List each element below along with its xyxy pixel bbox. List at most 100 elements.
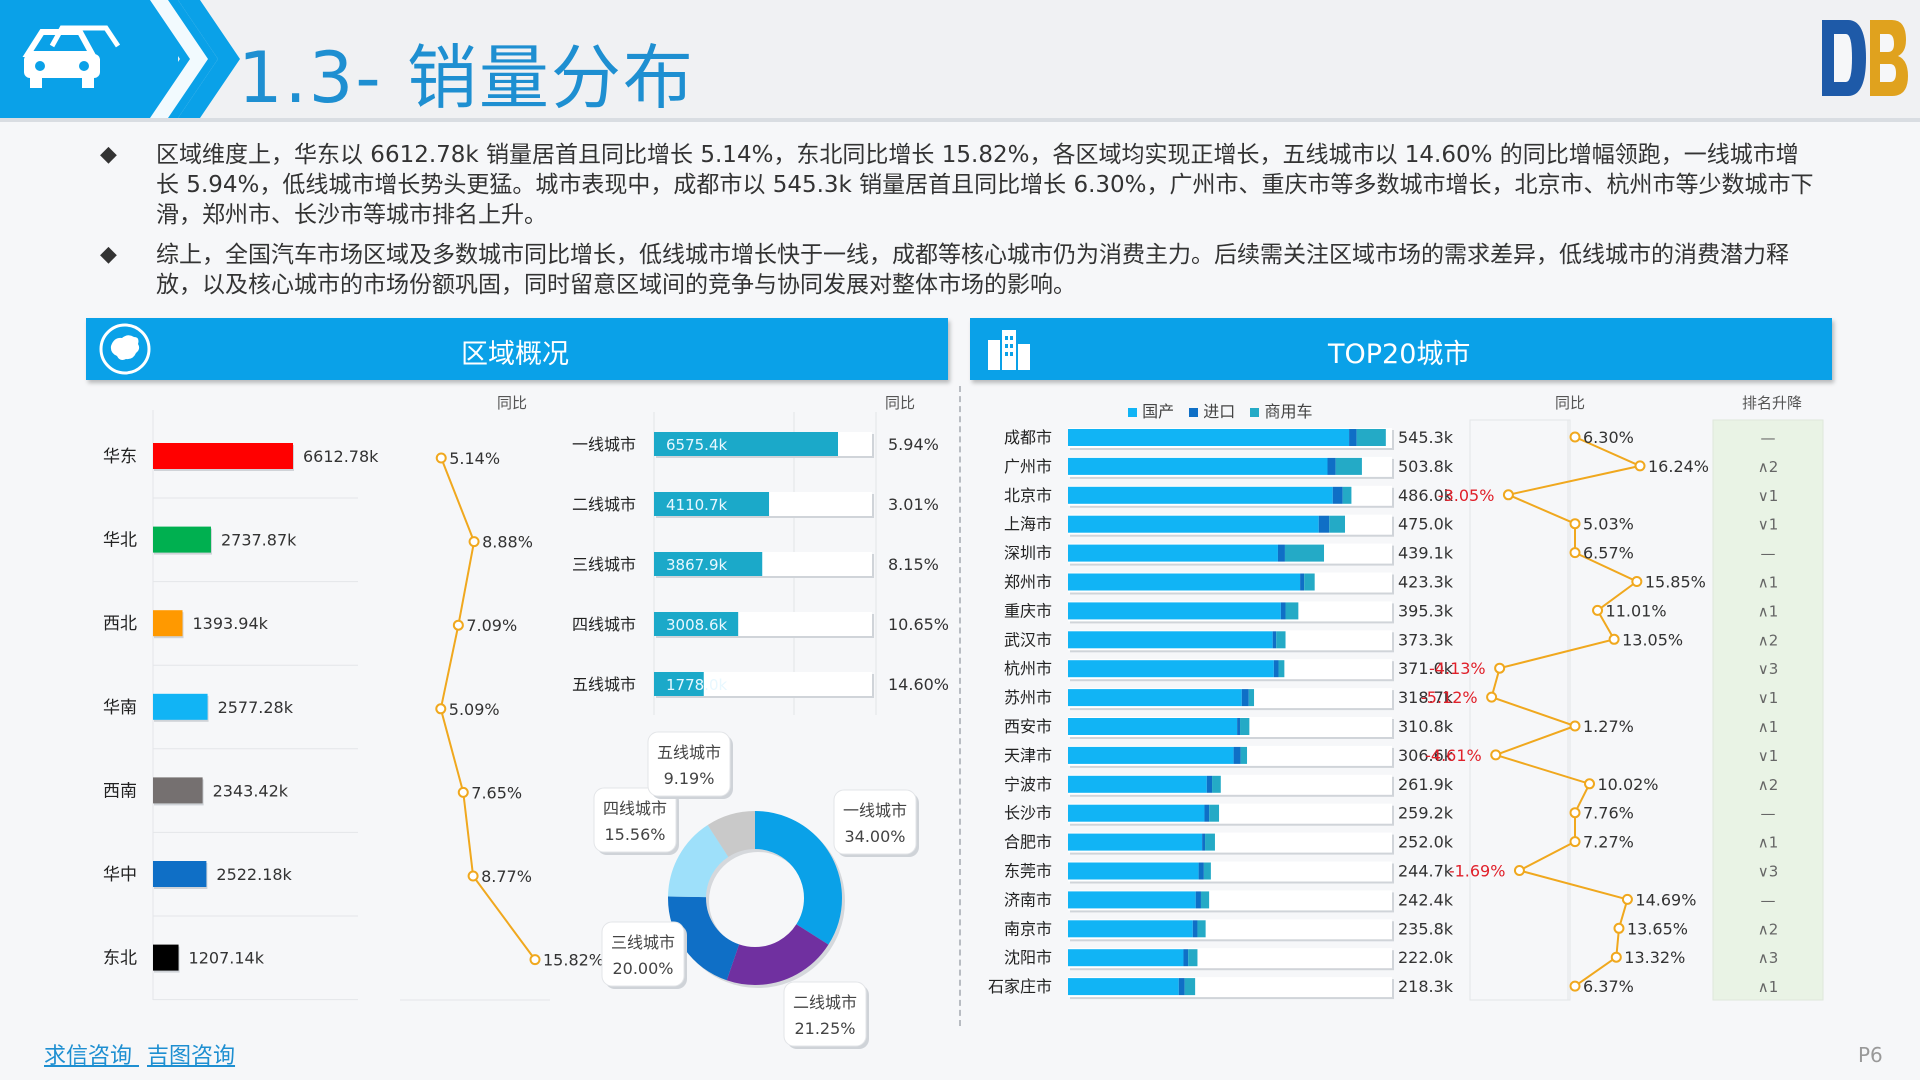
- city-bar-segment: [1068, 775, 1207, 793]
- tier-category-label: 一线城市: [572, 435, 636, 454]
- city-rank-change: ∧1: [1758, 602, 1779, 620]
- region-value-label: 2343.42k: [213, 781, 289, 800]
- bullet-1-text: 区域维度上，华东以 6612.78k 销量居首且同比增长 5.14%，东北同比增…: [156, 142, 1814, 228]
- city-bar-segment: [1184, 978, 1196, 996]
- region-bar: [153, 443, 293, 469]
- city-yoy-point: [1592, 604, 1604, 616]
- city-bar-segment: [1068, 429, 1350, 446]
- city-rank-change: ∧1: [1758, 834, 1779, 852]
- city-yoy-point: [1494, 662, 1506, 674]
- city-bar-segment: [1327, 457, 1336, 475]
- tier-category-label: 三线城市: [572, 555, 636, 574]
- footer-link-jitu[interactable]: 吉图咨询: [147, 1044, 236, 1069]
- region-yoy-point: [435, 703, 447, 715]
- city-bar-segment: [1332, 486, 1343, 504]
- tier-category-label: 四线城市: [572, 615, 636, 634]
- bullet-1: ◆ 区域维度上，华东以 6612.78k 销量居首且同比增长 5.14%，东北同…: [100, 140, 1820, 230]
- city-yoy-label: -5.12%: [1421, 688, 1478, 707]
- brand-logo: [1822, 20, 1908, 96]
- city-bar-segment: [1209, 804, 1220, 822]
- tier-value-label: 6575.4k: [666, 436, 727, 454]
- city-rank-change: ∨1: [1758, 747, 1779, 765]
- region-bar: [153, 693, 208, 720]
- city-bar-segment: [1304, 573, 1315, 591]
- city-rank-change: ∧2: [1758, 776, 1779, 794]
- city-total-label: 545.3k: [1398, 428, 1454, 447]
- region-yoy-label: 15.82%: [543, 951, 604, 970]
- city-bar-segment: [1068, 544, 1278, 562]
- tier-value-label: 3008.6k: [666, 616, 727, 634]
- city-yoy-box: [1469, 419, 1571, 1001]
- city-category-label: 深圳市: [1004, 544, 1052, 563]
- city-bar-segment: [1335, 457, 1362, 475]
- donut-callout-value: 34.00%: [844, 827, 905, 846]
- city-yoy-point: [1608, 633, 1620, 645]
- donut-callout: [783, 981, 867, 1047]
- city-yoy-label: 13.32%: [1624, 948, 1685, 967]
- city-bar-segment: [1068, 573, 1301, 591]
- city-yoy-point: [1569, 547, 1581, 559]
- city-rank-box: [1712, 419, 1824, 1001]
- region-yoy-label: 8.88%: [482, 533, 533, 552]
- city-yoy-point: [1569, 720, 1581, 732]
- city-bar-segment: [1280, 602, 1286, 620]
- city-bar-segment: [1192, 920, 1198, 938]
- tier-bar: [654, 432, 838, 456]
- city-bar-segment: [1200, 891, 1210, 909]
- city-category-label: 长沙市: [1004, 804, 1052, 823]
- city-bar-segment: [1276, 631, 1286, 649]
- city-total-label: 373.3k: [1398, 630, 1454, 649]
- city-yoy-point: [1634, 460, 1646, 472]
- region-bar: [153, 610, 183, 637]
- panel-divider: [959, 386, 961, 1026]
- city-total-label: 395.3k: [1398, 601, 1454, 620]
- region-bar: [153, 861, 207, 887]
- region-panel-title: 区域概况: [461, 339, 569, 370]
- city-yoy-point: [1490, 749, 1502, 761]
- city-total-label: 503.8k: [1398, 457, 1454, 476]
- city-yoy-point: [1610, 951, 1622, 963]
- legend-label-import: 进口: [1203, 402, 1236, 421]
- legend-label-domestic: 国产: [1142, 402, 1175, 421]
- region-yoy-point: [468, 536, 480, 548]
- tier-yoy-label: 8.15%: [888, 555, 939, 574]
- legend-swatch-import: [1189, 408, 1199, 417]
- city-yoy-label: -3.05%: [1438, 486, 1495, 505]
- city-yoy-point: [1569, 518, 1581, 530]
- city-category-label: 东莞市: [1004, 862, 1052, 881]
- tier-category-label: 五线城市: [572, 675, 636, 694]
- region-category-label: 华南: [103, 698, 137, 718]
- donut-callout: [601, 921, 685, 987]
- city-total-label: 486.0k: [1398, 486, 1454, 505]
- city-bar-segment: [1068, 862, 1199, 880]
- city-bar-segment: [1284, 544, 1325, 562]
- city-bar-segment: [1241, 689, 1249, 707]
- tier-yoy-label: 14.60%: [888, 675, 949, 694]
- city-bar-segment: [1285, 602, 1299, 620]
- city-yoy-label: 16.24%: [1648, 457, 1709, 476]
- city-yoy-point: [1613, 922, 1625, 934]
- city-bar-segment: [1188, 949, 1198, 967]
- city-bar-segment: [1198, 862, 1204, 880]
- city-bar-segment: [1272, 631, 1277, 649]
- city-yoy-label: 1.27%: [1583, 717, 1634, 736]
- legend-swatch-domestic: [1128, 408, 1137, 417]
- donut-callout-label: 四线城市: [603, 799, 667, 818]
- city-yoy-label: 同比: [1555, 394, 1586, 412]
- city-rank-change: ∨1: [1758, 487, 1779, 505]
- donut-slice: [668, 811, 842, 985]
- city-yoy-label: -4.61%: [1425, 746, 1482, 765]
- city-bar-segment: [1205, 833, 1215, 851]
- city-yoy-label: 6.57%: [1583, 544, 1634, 563]
- city-panel-title: TOP20城市: [1328, 339, 1471, 370]
- city-yoy-label: 10.02%: [1598, 775, 1659, 794]
- tier-yoy-label: 同比: [885, 394, 916, 412]
- city-buildings-icon: [988, 330, 1030, 370]
- tier-category-label: 二线城市: [572, 495, 636, 514]
- city-yoy-label: 13.05%: [1622, 630, 1683, 649]
- city-bar-segment: [1068, 804, 1205, 822]
- bullet-2: ◆ 综上，全国汽车市场区域及多数城市同比增长，低线城市增长快于一线，成都等核心城…: [100, 240, 1820, 300]
- footer-link-qiuxin[interactable]: 求信咨询: [44, 1044, 133, 1069]
- city-yoy-point: [1569, 980, 1581, 992]
- city-bar-segment: [1178, 978, 1185, 996]
